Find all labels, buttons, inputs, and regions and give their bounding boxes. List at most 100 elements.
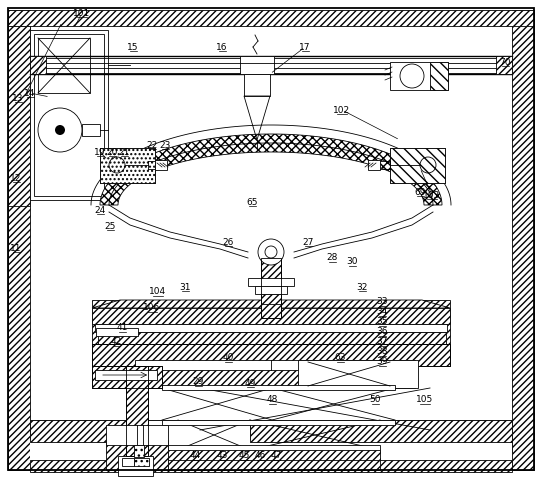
Text: 63: 63 [334,354,346,362]
Bar [155,160,167,170]
Bar [134,445,144,457]
Bar [100,148,155,183]
Bar [248,278,294,286]
Bar [92,366,162,388]
Bar [255,286,287,294]
Text: 23: 23 [159,141,171,150]
Text: 12: 12 [10,174,22,183]
Bar [126,420,250,442]
Text: 105: 105 [416,395,434,404]
Text: 46: 46 [254,452,266,460]
Text: 20: 20 [106,148,118,156]
Bar [8,10,534,26]
Text: 14: 14 [24,88,36,98]
Text: 41: 41 [117,324,128,333]
Text: 16: 16 [216,43,228,52]
Text: 104: 104 [150,287,166,296]
Text: 50: 50 [369,395,380,404]
Bar [8,26,30,206]
Bar [30,420,512,442]
Bar [30,440,512,472]
Bar [496,56,512,74]
Bar [100,148,155,183]
Bar [400,344,450,359]
Bar [92,308,450,324]
Bar [92,344,450,366]
Bar [34,34,104,196]
Bar [122,458,134,466]
Bar [130,420,144,472]
Bar [390,148,445,183]
Text: 21: 21 [118,148,130,156]
Text: 15: 15 [127,43,139,52]
Bar [126,366,148,456]
Text: 11: 11 [10,243,22,252]
Bar [106,440,168,470]
Text: 45: 45 [238,452,250,460]
Bar [106,425,168,445]
Text: 32: 32 [356,282,367,292]
Bar [38,38,90,93]
Bar [134,458,149,466]
Bar [244,74,270,96]
Text: 69: 69 [414,187,426,196]
Text: 19: 19 [94,148,106,156]
Bar [390,148,445,183]
Text: 33: 33 [376,297,388,306]
Text: 36: 36 [376,327,388,337]
Bar [400,300,450,356]
Text: 65: 65 [246,197,258,206]
Text: 103: 103 [423,191,441,199]
Text: 44: 44 [189,452,201,460]
Bar [126,366,148,456]
Text: 106: 106 [144,304,160,313]
Bar [168,445,380,453]
Text: 38: 38 [376,348,388,357]
Polygon shape [92,300,450,308]
Polygon shape [100,134,442,205]
Text: 37: 37 [376,337,388,347]
Bar [98,332,446,344]
Bar [162,420,395,425]
Bar [30,440,512,452]
Bar [298,360,418,388]
Bar [250,420,512,442]
Text: 48: 48 [266,395,278,404]
Bar [96,328,138,336]
Bar [135,360,415,370]
Text: 49: 49 [244,379,256,388]
Text: 22: 22 [146,141,158,150]
Bar [106,440,251,470]
Bar [92,344,450,366]
Text: 35: 35 [376,317,388,326]
Bar [168,458,380,470]
Text: 47: 47 [270,452,282,460]
Text: 17: 17 [299,43,311,52]
Text: 40: 40 [222,354,234,362]
Text: 102: 102 [333,106,351,115]
Circle shape [55,125,65,135]
Bar [430,62,448,90]
Bar [162,385,395,390]
Bar [240,56,274,74]
Text: 43: 43 [216,452,228,460]
Bar [135,366,415,388]
Bar [30,56,46,74]
Text: 34: 34 [376,307,388,316]
Bar [95,324,447,332]
Bar [261,258,281,318]
Bar [30,420,126,442]
Bar [261,294,281,304]
Text: 31: 31 [179,282,191,292]
Text: 70: 70 [499,57,511,66]
Text: 27: 27 [302,238,314,247]
Bar [368,160,380,170]
Text: 29: 29 [192,378,204,387]
Bar [168,450,380,460]
Bar [95,370,157,380]
Text: 39: 39 [376,358,388,367]
Bar [30,460,512,472]
Bar [92,344,142,359]
Bar [92,300,142,356]
Bar [390,62,448,90]
